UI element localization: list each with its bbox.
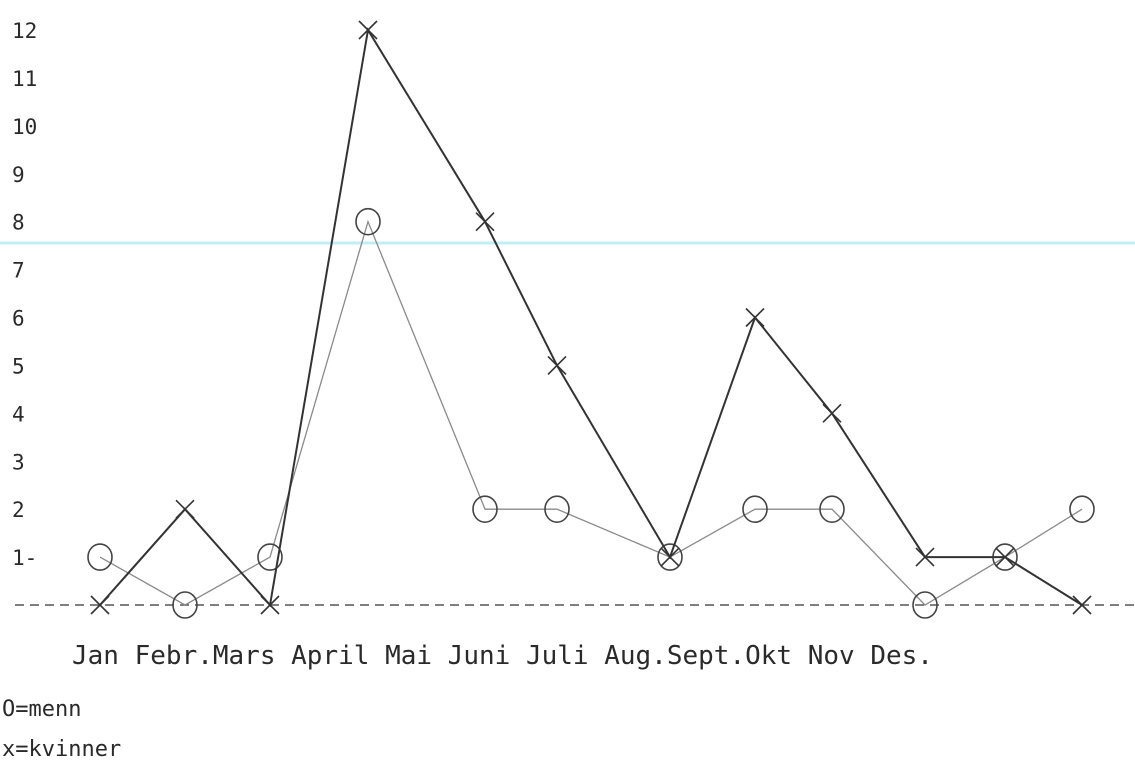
y-tick-label: 3 — [12, 450, 25, 474]
data-point-menn — [1069, 495, 1095, 523]
y-tick-label: 11 — [12, 67, 37, 91]
data-point-menn — [657, 543, 683, 571]
series-line-menn — [99, 219, 1083, 606]
plot-area — [87, 20, 1095, 619]
data-point-menn — [257, 543, 283, 571]
y-tick-label: 2 — [12, 498, 25, 522]
data-point-menn — [742, 495, 768, 523]
series-menn — [87, 207, 1095, 619]
y-tick-label: 7 — [12, 259, 25, 283]
data-point-kvinner — [547, 355, 567, 375]
y-axis-ticks: 1- 2 3 4 5 6 7 8 9 10 11 12 — [12, 19, 37, 570]
series-line-kvinner — [99, 27, 1083, 608]
data-point-kvinner — [745, 307, 765, 328]
data-point-menn — [544, 495, 570, 523]
legend-entry-menn: O=menn — [2, 697, 81, 722]
y-tick-label: 1- — [12, 546, 37, 570]
data-point-kvinner — [1072, 595, 1092, 615]
data-point-kvinner — [260, 595, 280, 615]
data-point-kvinner — [475, 212, 495, 232]
data-point-menn — [172, 591, 198, 619]
data-point-kvinner — [915, 547, 935, 567]
data-point-kvinner — [90, 595, 110, 615]
data-point-kvinner — [995, 547, 1015, 567]
y-tick-label: 10 — [12, 115, 37, 139]
series-kvinner — [90, 20, 1092, 615]
data-point-kvinner — [358, 20, 378, 40]
x-axis-category-labels: Jan Febr.Mars April Mai Juni Juli Aug.Se… — [72, 641, 933, 671]
y-tick-label: 12 — [12, 19, 37, 43]
y-tick-label: 9 — [12, 163, 25, 187]
y-tick-label: 4 — [12, 402, 25, 426]
data-point-kvinner — [660, 547, 680, 567]
y-tick-label: 6 — [12, 307, 25, 331]
data-point-menn — [355, 207, 381, 236]
legend-entry-kvinner: x=kvinner — [2, 737, 121, 762]
data-point-kvinner — [822, 403, 842, 423]
y-tick-label: 5 — [12, 354, 25, 378]
data-point-menn — [819, 495, 845, 523]
data-point-menn — [472, 495, 498, 523]
data-point-menn — [87, 543, 113, 571]
y-tick-label: 8 — [12, 211, 25, 235]
data-point-menn — [912, 591, 938, 619]
data-point-kvinner — [175, 499, 195, 519]
